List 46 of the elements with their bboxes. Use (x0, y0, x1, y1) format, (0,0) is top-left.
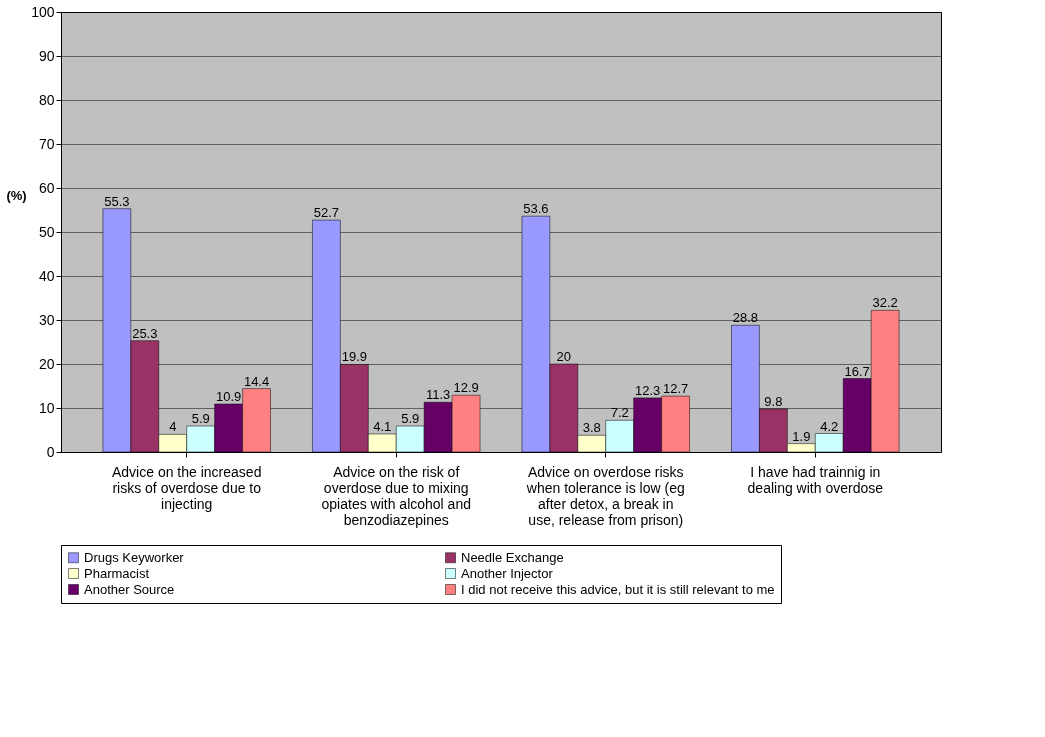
data-label: 55.3 (104, 193, 130, 209)
data-label: 52.7 (313, 205, 340, 221)
data-label: 28.8 (732, 310, 759, 326)
data-label: 4.2 (820, 418, 839, 434)
legend-label: Pharmacist (84, 565, 150, 581)
y-tick-label: 30 (38, 311, 55, 328)
y-tick-label: 0 (46, 443, 55, 460)
y-tick-label: 80 (38, 91, 55, 108)
data-label: 1.9 (792, 428, 811, 444)
data-label: 32.2 (872, 295, 898, 311)
y-tick-label: 70 (38, 135, 55, 152)
data-label: 20 (556, 349, 572, 364)
data-label: 5.9 (401, 411, 420, 427)
data-label: 9.8 (764, 393, 783, 409)
data-label: 12.7 (662, 381, 689, 397)
data-label: 4.1 (373, 418, 392, 434)
y-tick-label: 100 (31, 3, 55, 20)
legend-label: Another Source (84, 581, 175, 597)
x-tick-label: Advice on the increased risks of overdose due to injecting (112, 463, 262, 512)
y-tick-label: 20 (38, 355, 55, 372)
legend-label: I did not receive this advice, but it is still relevant to me (461, 581, 775, 597)
data-label: 19.9 (341, 349, 367, 365)
data-label: 11.3 (425, 387, 451, 403)
data-label: 16.7 (844, 363, 870, 379)
legend-label: Another Injector (461, 565, 554, 581)
y-tick-label: 50 (38, 223, 55, 240)
data-label: 5.9 (191, 411, 210, 427)
y-tick-label: 90 (38, 47, 55, 64)
data-label: 7.2 (610, 405, 629, 421)
data-label: 14.4 (243, 373, 270, 389)
y-axis-title: (%) (6, 187, 27, 203)
data-label: 12.3 (635, 382, 661, 398)
data-label: 12.9 (453, 380, 479, 396)
legend-label: Drugs Keyworker (84, 549, 185, 565)
data-label: 4 (169, 419, 177, 435)
y-tick-label: 10 (38, 399, 55, 416)
x-tick-label: I have had trainnig in dealing with overdose (747, 463, 884, 496)
data-label: 3.8 (582, 420, 601, 436)
y-tick-label: 60 (38, 179, 55, 196)
legend-label: Needle Exchange (461, 549, 564, 565)
data-label: 25.3 (132, 325, 158, 341)
data-label: 53.6 (523, 201, 549, 217)
data-label: 10.9 (215, 389, 242, 405)
x-tick-label: Advice on the risk of overdose due to mixing opiates with alcohol and benzodiazepines (321, 463, 471, 528)
x-tick-label: Advice on overdose risks when tolerance is low (eg after detox, a break in use, release from prison) (525, 463, 685, 528)
y-tick-label: 40 (38, 267, 55, 284)
